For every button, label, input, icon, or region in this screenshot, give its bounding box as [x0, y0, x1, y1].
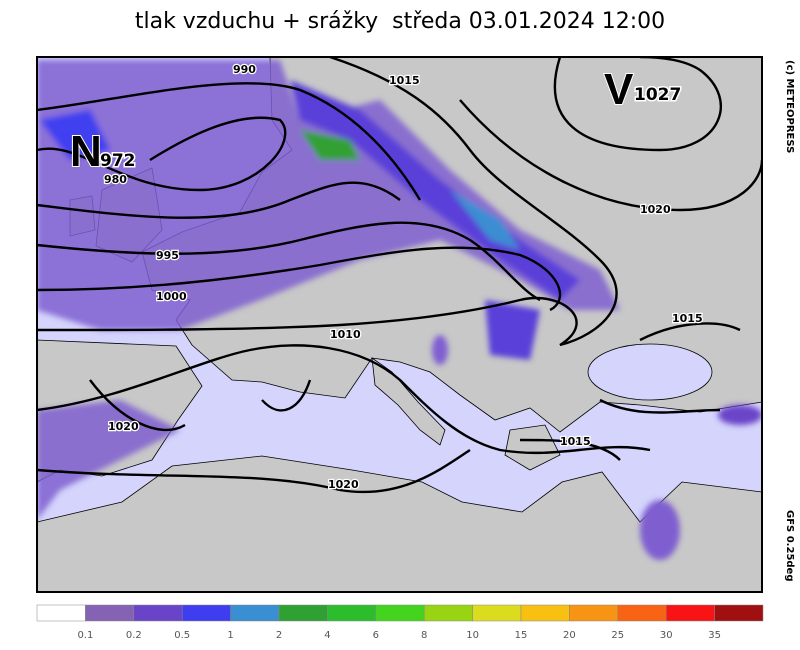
isobar-labels: 990 980 995 1000 1010 1015 1020 1020 1015 1020 101… — [103, 62, 704, 493]
legend-label: 0.2 — [126, 630, 142, 641]
legend-label: 2 — [276, 630, 282, 641]
title: tlak vzduchu + srážky středa 03.01.2024 … — [135, 9, 665, 34]
legend-swatch — [230, 604, 280, 622]
isobar-label: 1015 — [560, 435, 591, 448]
isobar-label: 990 — [233, 63, 256, 76]
legend-label: 25 — [611, 630, 624, 641]
center-letter: V — [604, 65, 634, 114]
legend-swatch — [520, 604, 570, 622]
legend-swatch — [472, 604, 522, 622]
pressure-centers: N 972 V 1027 — [69, 64, 683, 177]
legend: 0.1 0.2 0.5 1 2 4 6 8 10 15 20 25 30 35 — [36, 604, 764, 641]
legend-swatch — [617, 604, 667, 622]
legend-swatch — [714, 604, 764, 622]
legend-swatch — [181, 604, 231, 622]
precipitation — [37, 60, 762, 560]
legend-swatch — [665, 604, 715, 622]
map-frame — [36, 56, 763, 593]
isobar-label: 1020 — [108, 420, 139, 433]
isobars — [37, 57, 762, 494]
legend-label: 1 — [227, 630, 233, 641]
legend-label: 15 — [515, 630, 528, 641]
legend-label: 0.5 — [174, 630, 190, 641]
legend-label: 4 — [324, 630, 330, 641]
legend-label: 6 — [373, 630, 379, 641]
legend-label: 20 — [563, 630, 576, 641]
map — [37, 57, 762, 592]
center-letter: N — [70, 127, 102, 176]
model: GFS 0.25deg — [784, 510, 795, 582]
legend-label: 10 — [466, 630, 479, 641]
legend-swatch — [327, 604, 377, 622]
center-value: 1027 — [634, 85, 681, 105]
legend-label: 0.1 — [77, 630, 93, 641]
isobar-label: 1015 — [389, 74, 420, 87]
isobar-label: 1010 — [330, 328, 361, 341]
legend-swatch — [569, 604, 619, 622]
legend-swatch — [375, 604, 425, 622]
isobar-label: 980 — [104, 173, 127, 186]
center-value: 972 — [100, 151, 136, 171]
isobar-label: 995 — [156, 249, 179, 262]
legend-swatch — [423, 604, 473, 622]
legend-swatch — [85, 604, 135, 622]
isobar-label: 1015 — [672, 312, 703, 325]
isobar-label: 1020 — [640, 203, 671, 216]
isobar-label: 1020 — [328, 478, 359, 491]
legend-label: 30 — [660, 630, 673, 641]
legend-label: 8 — [421, 630, 427, 641]
legend-swatch — [133, 604, 183, 622]
legend-swatch — [278, 604, 328, 622]
isobar-label: 1000 — [156, 290, 187, 303]
copyright: (c) METEOPRESS — [784, 60, 795, 153]
legend-label: 35 — [708, 630, 721, 641]
legend-swatch — [36, 604, 86, 622]
